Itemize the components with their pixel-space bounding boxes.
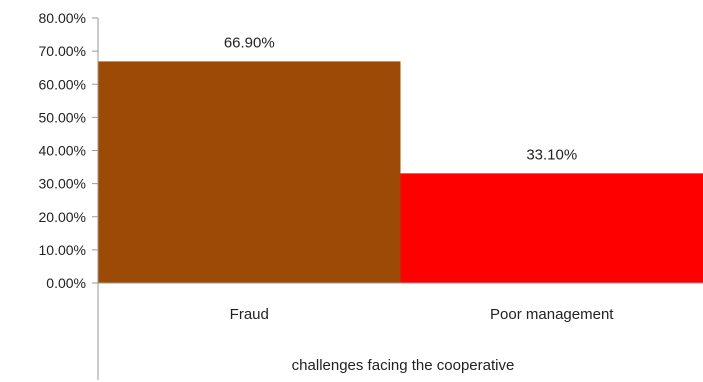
y-tick-label: 20.00% [39,209,86,225]
category-labels: Fraud Poor management [230,306,615,323]
data-labels: 66.90% 33.10% [224,34,577,163]
data-label: 33.10% [526,146,577,163]
y-tick-label: 10.00% [39,242,86,258]
y-tick-label: 80.00% [39,10,86,26]
category-label: Fraud [230,306,269,323]
bars [98,61,703,283]
y-tick-label: 70.00% [39,43,86,59]
y-tick-label: 60.00% [39,76,86,92]
bar-fraud [98,61,401,283]
y-tick-label: 40.00% [39,143,86,159]
y-axis-ticks: 0.00% 10.00% 20.00% 30.00% 40.00% 50.00% 60.00… [39,10,98,291]
y-tick-label: 0.00% [46,275,86,291]
y-tick-label: 50.00% [39,109,86,125]
category-label: Poor management [490,306,614,323]
data-label: 66.90% [224,34,275,51]
x-axis-title: challenges facing the cooperative [292,357,515,374]
y-tick-label: 30.00% [39,176,86,192]
bar-poor-management [400,173,703,283]
axes [97,18,703,380]
